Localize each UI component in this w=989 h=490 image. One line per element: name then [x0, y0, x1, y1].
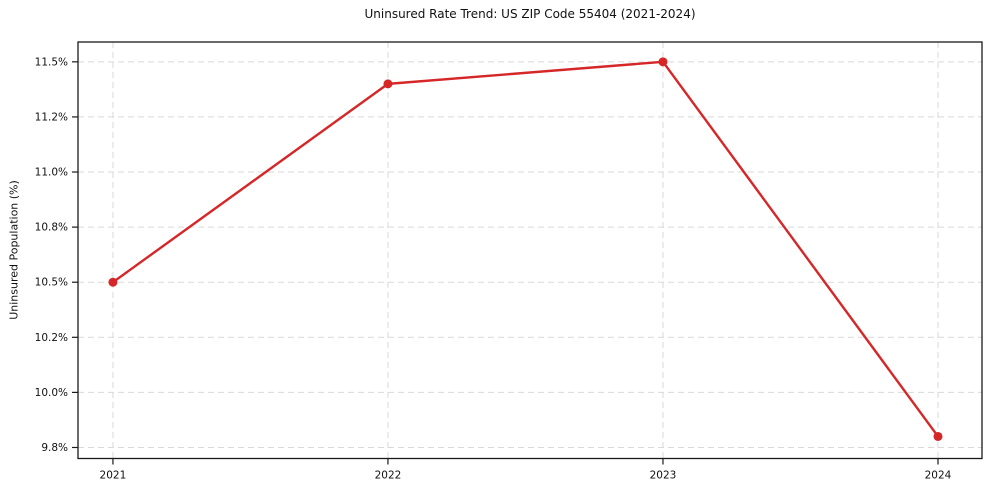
chart-title: Uninsured Rate Trend: US ZIP Code 55404 …: [364, 7, 696, 21]
data-point-marker: [933, 431, 943, 441]
x-tick-label: 2023: [650, 470, 677, 482]
data-point-marker: [108, 277, 118, 287]
gridlines: [78, 42, 982, 459]
data-point-marker: [658, 57, 668, 67]
y-tick-label: 10.5%: [35, 277, 68, 289]
data-point-marker: [383, 79, 393, 89]
y-tick-label: 11.0%: [35, 167, 68, 179]
plot-border: [77, 41, 983, 460]
x-tick-label: 2024: [925, 470, 952, 482]
y-tick-label: 10.8%: [35, 222, 68, 234]
y-tick-label: 9.8%: [41, 442, 68, 454]
trend-line: [111, 60, 940, 438]
y-tick-label: 11.5%: [35, 56, 68, 68]
x-tick-label: 2022: [375, 470, 402, 482]
y-tick-label: 11.2%: [35, 111, 68, 123]
y-tick-label: 10.2%: [35, 332, 68, 344]
y-tick-label: 10.0%: [35, 387, 68, 399]
x-tick-label: 2021: [100, 470, 127, 482]
data-series: [108, 57, 943, 441]
axes: [72, 41, 983, 465]
tick-labels: 9.8% 10.0% 10.2% 10.5% 10.8% 11.0% 11.2% 11.5% 2…: [35, 56, 952, 481]
